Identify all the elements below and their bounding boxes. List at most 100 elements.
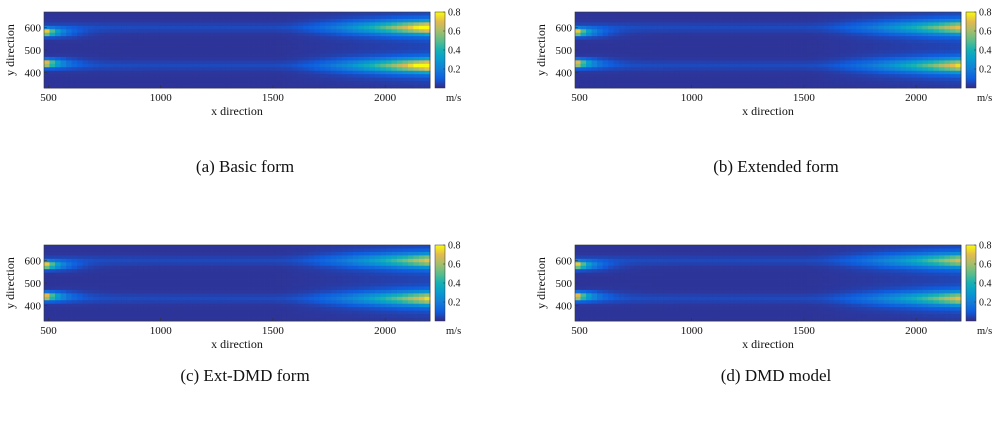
heatmap-cell (193, 314, 199, 318)
heatmap-cell (917, 33, 923, 37)
heatmap-cell (812, 47, 818, 51)
heatmap-cell (171, 293, 177, 297)
heatmap-cell (143, 293, 149, 297)
heatmap-cell (353, 60, 359, 64)
heatmap-cell (581, 26, 587, 30)
heatmap-cell (72, 22, 78, 26)
heatmap-cell (581, 22, 587, 26)
heatmap-cell (165, 36, 171, 40)
heatmap-cell (220, 252, 226, 256)
heatmap-cell (61, 36, 67, 40)
heatmap-cell (94, 255, 100, 259)
heatmap-cell (138, 304, 144, 308)
heatmap-cell (768, 22, 774, 26)
heatmap-cell (955, 64, 961, 68)
heatmap-cell (592, 283, 598, 287)
heatmap-cell (309, 33, 315, 37)
heatmap-cell (402, 78, 408, 82)
heatmap-cell (840, 60, 846, 64)
heatmap-cell (176, 307, 182, 311)
heatmap-cell (132, 262, 138, 266)
heatmap-cell (408, 248, 414, 252)
heatmap-cell (121, 314, 127, 318)
heatmap-cell (419, 297, 425, 301)
heatmap-cell (55, 12, 61, 16)
heatmap-cell (630, 286, 636, 290)
heatmap-cell (424, 252, 430, 256)
heatmap-cell (735, 22, 741, 26)
heatmap-cell (397, 26, 403, 30)
heatmap-cell (408, 74, 414, 78)
heatmap-cell (149, 26, 155, 30)
heatmap-cell (243, 15, 249, 19)
heatmap-cell (636, 71, 642, 75)
heatmap-cell (99, 36, 105, 40)
heatmap-cell (944, 43, 950, 47)
heatmap-cell (176, 280, 182, 284)
heatmap-cell (380, 67, 386, 71)
heatmap-cell (320, 50, 326, 54)
heatmap-cell (55, 64, 61, 68)
heatmap-cell (281, 248, 287, 252)
heatmap-cell (171, 33, 177, 37)
heatmap-cell (314, 74, 320, 78)
heatmap-cell (254, 269, 260, 273)
heatmap-cell (61, 78, 67, 82)
heatmap-cell (347, 280, 353, 284)
heatmap-cell (718, 26, 724, 30)
heatmap-cell (276, 29, 282, 33)
heatmap-cell (625, 22, 631, 26)
heatmap-cell (77, 74, 83, 78)
heatmap-cell (281, 22, 287, 26)
heatmap-cell (88, 19, 94, 23)
heatmap-cell (790, 50, 796, 54)
heatmap-cell (608, 22, 614, 26)
heatmap-cell (66, 245, 72, 249)
heatmap-cell (176, 293, 182, 297)
heatmap-cell (740, 60, 746, 64)
heatmap-cell (746, 81, 752, 85)
heatmap-cell (851, 78, 857, 82)
heatmap-cell (358, 297, 364, 301)
heatmap-cell (807, 33, 813, 37)
heatmap-cell (248, 47, 254, 51)
heatmap-cell (375, 273, 381, 277)
heatmap-cell (364, 311, 370, 315)
heatmap-cell (176, 12, 182, 16)
heatmap-cell (641, 293, 647, 297)
heatmap-cell (176, 71, 182, 75)
heatmap-cell (88, 307, 94, 311)
heatmap-cell (707, 57, 713, 61)
heatmap-cell (950, 15, 956, 19)
heatmap-cell (386, 286, 392, 290)
heatmap-cell (259, 81, 265, 85)
heatmap-cell (397, 300, 403, 304)
heatmap-cell (182, 300, 188, 304)
heatmap-cell (867, 36, 873, 40)
heatmap-cell (176, 60, 182, 64)
x-axis-label: x direction (211, 104, 263, 118)
heatmap-cell (182, 57, 188, 61)
heatmap-cell (575, 293, 581, 297)
heatmap-cell (160, 60, 166, 64)
heatmap-cell (314, 64, 320, 68)
heatmap-cell (380, 245, 386, 249)
heatmap-cell (127, 293, 133, 297)
heatmap-cell (614, 50, 620, 54)
heatmap-cell (353, 262, 359, 266)
heatmap-cell (143, 67, 149, 71)
heatmap-cell (44, 19, 50, 23)
heatmap-cell (397, 311, 403, 315)
heatmap-cell (55, 304, 61, 308)
heatmap-cell (408, 81, 414, 85)
heatmap-cell (801, 67, 807, 71)
heatmap-cell (138, 286, 144, 290)
heatmap-cell (226, 33, 232, 37)
heatmap-cell (928, 64, 934, 68)
heatmap-cell (314, 290, 320, 294)
heatmap-cell (641, 60, 647, 64)
heatmap-cell (862, 74, 868, 78)
heatmap-cell (226, 50, 232, 54)
heatmap-cell (895, 60, 901, 64)
heatmap-cell (127, 40, 133, 44)
